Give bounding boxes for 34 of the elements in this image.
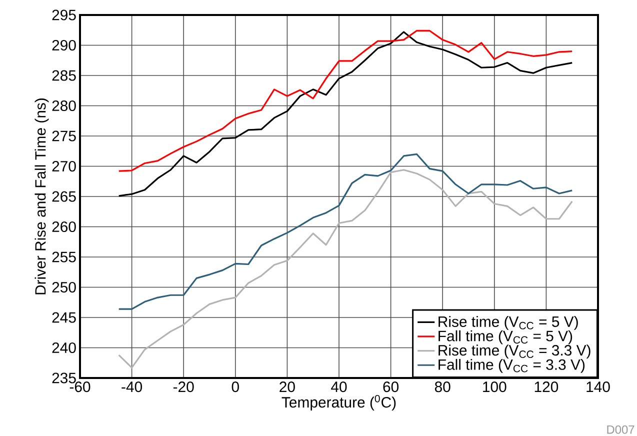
x-tick-label: 40 bbox=[331, 382, 347, 392]
x-tick-label: -20 bbox=[173, 382, 194, 392]
x-tick-label: 80 bbox=[434, 382, 450, 392]
y-tick-label: 295 bbox=[52, 10, 76, 20]
y-tick-label: 240 bbox=[52, 342, 76, 354]
y-tick-label: 285 bbox=[52, 70, 76, 81]
text: D007 bbox=[607, 425, 634, 434]
x-tick-label: 100 bbox=[483, 382, 506, 392]
line-series bbox=[118, 30, 573, 172]
y-tick-label: 270 bbox=[52, 160, 76, 172]
legend-label: Rise time (V$_{CC}$ = 3.3 V) bbox=[438, 344, 590, 359]
x-tick-label: 60 bbox=[383, 382, 399, 392]
x-tick-label: 0 bbox=[232, 382, 239, 392]
y-tick-label: 245 bbox=[52, 312, 76, 323]
y-tick-label: 275 bbox=[52, 130, 76, 142]
y-tick-label: 260 bbox=[52, 221, 76, 232]
x-tick-label: -60 bbox=[70, 382, 90, 392]
legend-label: Fall time (V$_{CC}$ = 3.3 V) bbox=[438, 358, 585, 373]
y-tick-label: 235 bbox=[52, 372, 76, 384]
y-tick-label: 280 bbox=[52, 100, 76, 112]
x-axis-title: Temperature ($^{0}$C) bbox=[282, 394, 396, 411]
y-tick-label: 290 bbox=[52, 40, 76, 51]
x-tick-label: 140 bbox=[586, 382, 610, 392]
x-tick-label: 120 bbox=[534, 382, 558, 392]
legend-label: Rise time (V$_{CC}$ = 5 V) bbox=[438, 316, 578, 330]
x-tick-label: 20 bbox=[280, 382, 295, 392]
y-axis-title: Driver Rise and Fall Time (ns) bbox=[34, 98, 49, 294]
y-tick-label: 250 bbox=[52, 282, 76, 293]
y-tick-label: 265 bbox=[52, 191, 76, 202]
y-tick-label: 255 bbox=[52, 252, 76, 262]
line-series bbox=[118, 31, 573, 197]
legend-label: Fall time (V$_{CC}$ = 5 V) bbox=[438, 330, 572, 344]
x-tick-label: -40 bbox=[122, 382, 142, 392]
line-series bbox=[118, 153, 573, 310]
